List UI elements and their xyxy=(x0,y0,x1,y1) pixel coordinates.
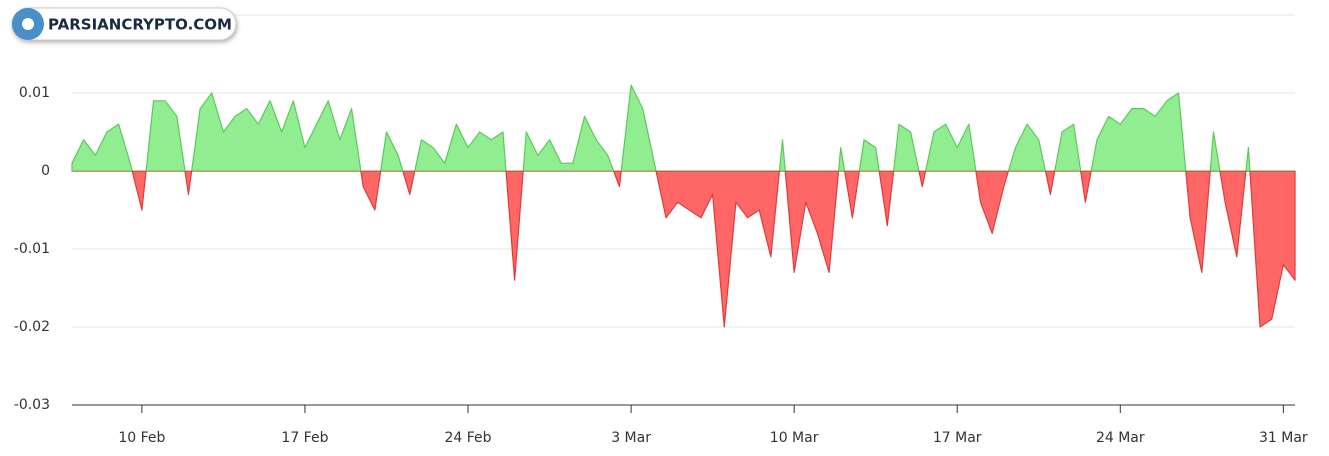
y-tick-label: 0.01 xyxy=(19,85,50,101)
watermark: PARSIANCRYPTO.COM xyxy=(11,7,237,41)
x-tick-label: 31 Mar xyxy=(1259,430,1308,446)
area xyxy=(71,84,1296,328)
x-tick-label: 17 Mar xyxy=(933,430,982,446)
y-tick-label: -0.01 xyxy=(14,241,50,257)
x-tick-label: 10 Feb xyxy=(118,430,165,446)
x-tick-label: 24 Feb xyxy=(444,430,491,446)
y-tick-label: -0.02 xyxy=(14,319,50,335)
y-tick-label: -0.03 xyxy=(14,397,50,413)
x-tick-label: 24 Mar xyxy=(1096,430,1145,446)
x-tick-label: 3 Mar xyxy=(611,430,651,446)
watermark-text: PARSIANCRYPTO.COM xyxy=(48,16,232,34)
y-tick-label: 0 xyxy=(41,163,50,179)
x-tick-label: 10 Mar xyxy=(770,430,819,446)
x-tick-label: 17 Feb xyxy=(281,430,328,446)
